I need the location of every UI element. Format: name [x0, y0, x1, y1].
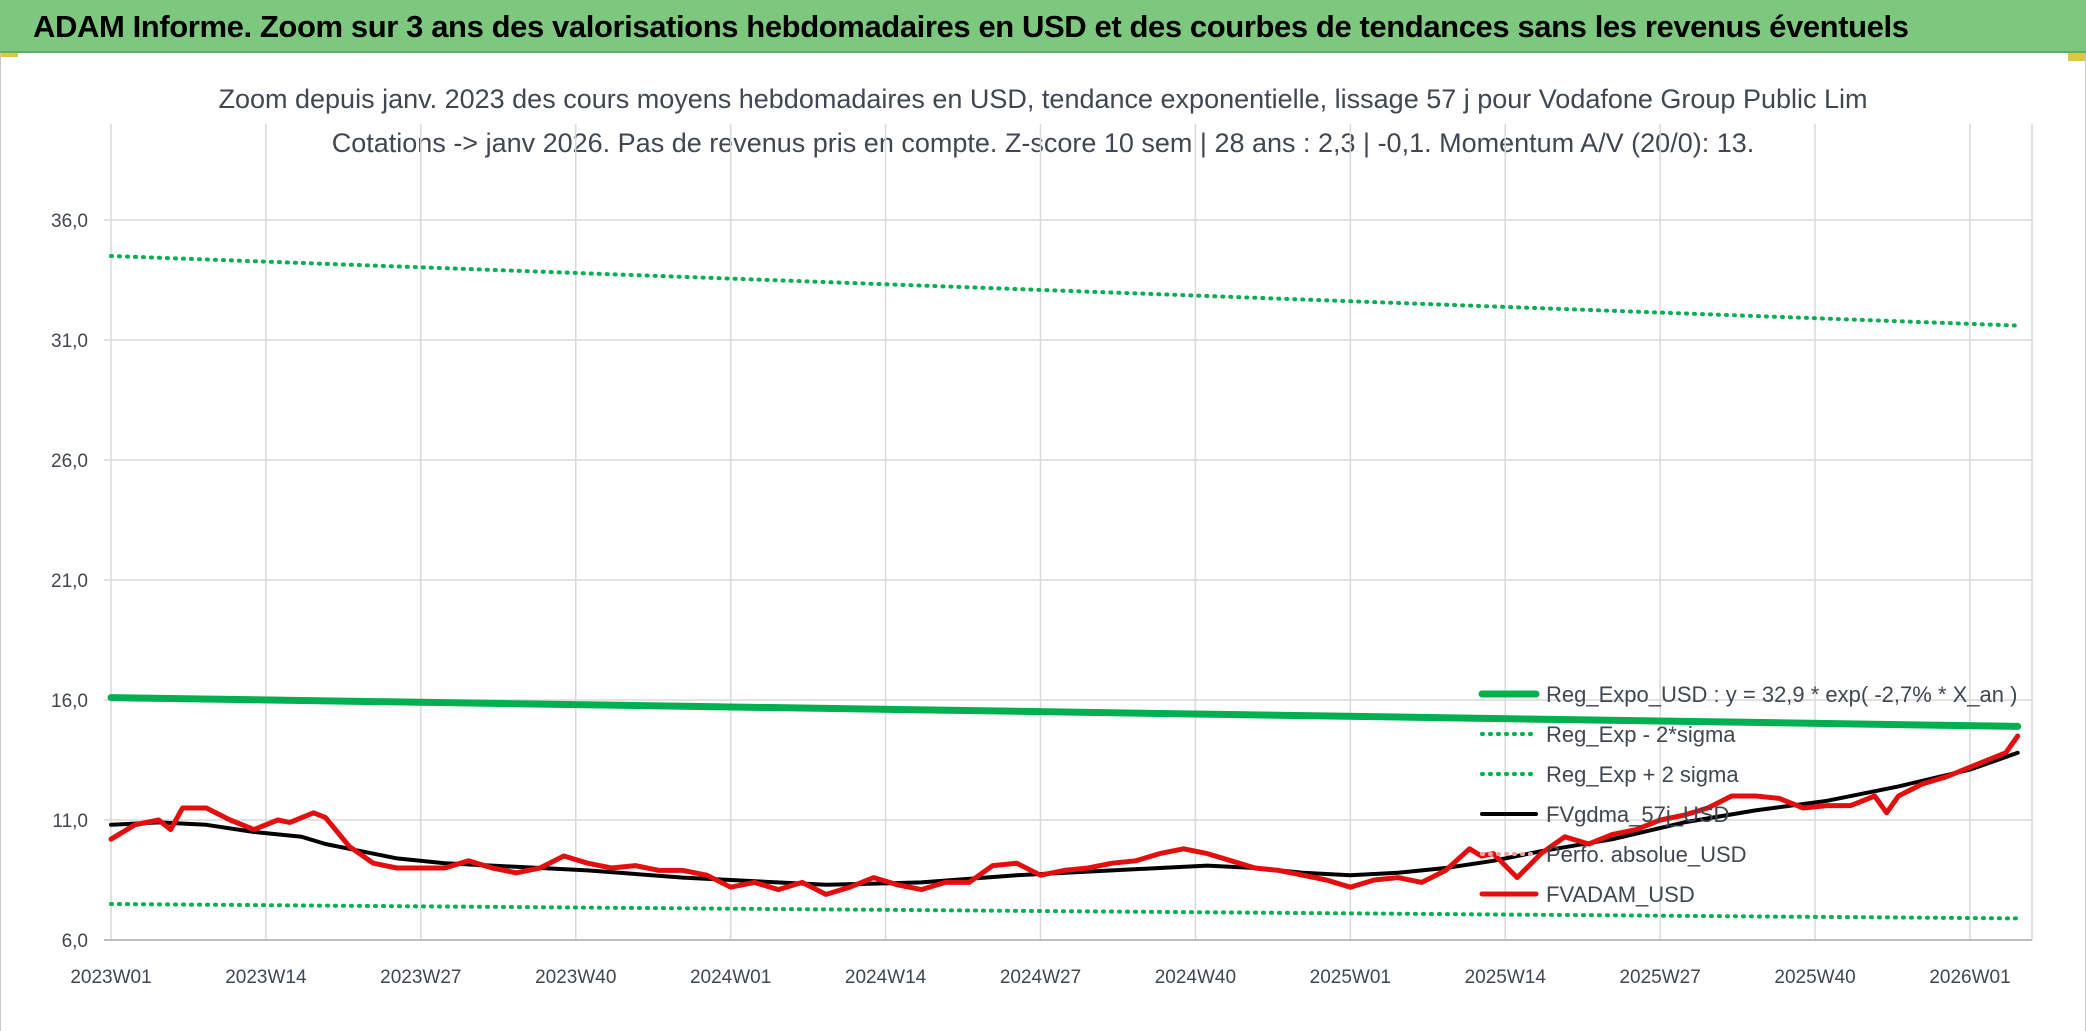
x-tick-label: 2023W40	[535, 967, 616, 988]
x-tick-label: 2024W27	[1000, 967, 1081, 988]
legend-entry: Reg_Exp + 2 sigma	[1546, 762, 1739, 787]
series-line-3	[109, 750, 2020, 887]
x-tick-label: 2024W40	[1155, 967, 1236, 988]
x-tick-label: 2025W01	[1310, 967, 1391, 988]
y-axis-ticks: 6,0 11,0 16,0 21,0 26,0 31,0 36,0	[51, 211, 88, 952]
series-line-5	[108, 733, 2021, 897]
banner-corner-right	[2068, 53, 2086, 61]
x-axis-ticks: 2023W01 2023W14 2023W27 2023W40 2024W01 2024W…	[70, 967, 2010, 988]
series-line-0	[107, 694, 2022, 730]
y-tick-label: 26,0	[51, 451, 88, 472]
series-line-1	[109, 902, 2020, 921]
legend-entry: Reg_Expo_USD : y = 32,9 * exp( -2,7% * X…	[1546, 682, 2017, 707]
legend-entry: FVgdma_57j_USD	[1546, 802, 1729, 827]
y-tick-label: 11,0	[52, 811, 88, 832]
x-tick-label: 2025W14	[1465, 967, 1547, 988]
y-tick-label: 31,0	[51, 331, 88, 352]
legend-entry: FVADAM_USD	[1546, 882, 1695, 907]
report-banner: ADAM Informe. Zoom sur 3 ans des valoris…	[0, 0, 2086, 53]
chart-subtitle: Cotations -> janv 2026. Pas de revenus p…	[331, 128, 1755, 158]
legend-entry: Perfo. absolue_USD	[1546, 842, 1747, 867]
chart-title: Zoom depuis janv. 2023 des cours moyens …	[218, 84, 1868, 114]
x-tick-label: 2026W01	[1929, 967, 2010, 988]
x-tick-label: 2024W14	[845, 967, 927, 988]
legend-entry: Reg_Exp - 2*sigma	[1546, 722, 1736, 747]
banner-corner-left	[0, 53, 18, 57]
legend: Reg_Expo_USD : y = 32,9 * exp( -2,7% * X…	[1478, 682, 2017, 907]
x-tick-label: 2023W27	[380, 967, 461, 988]
y-tick-label: 36,0	[51, 211, 88, 232]
y-tick-label: 16,0	[51, 691, 88, 712]
x-tick-label: 2025W40	[1774, 967, 1855, 988]
y-tick-label: 21,0	[51, 571, 88, 592]
grid-lines	[104, 124, 2033, 941]
x-tick-label: 2023W14	[225, 967, 307, 988]
series-lines	[107, 254, 2022, 921]
x-tick-label: 2023W01	[70, 967, 151, 988]
y-tick-label: 6,0	[62, 931, 88, 952]
x-tick-label: 2025W27	[1619, 967, 1700, 988]
report-title: ADAM Informe. Zoom sur 3 ans des valoris…	[33, 9, 1909, 44]
series-line-2	[109, 254, 2020, 328]
x-tick-label: 2024W01	[690, 967, 771, 988]
